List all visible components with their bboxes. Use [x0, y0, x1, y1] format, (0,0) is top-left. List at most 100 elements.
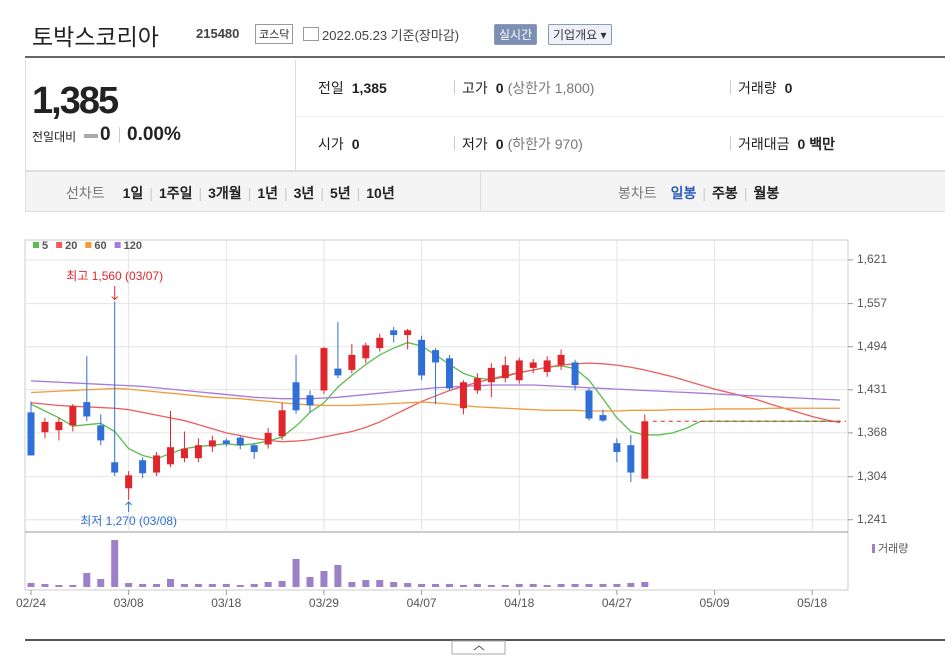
line-chart-tools: 선차트 1일 | 1주일 | 3개월 | 1년 | 3년 | 5년 | 10년 — [66, 183, 395, 203]
volume-bar — [627, 583, 635, 587]
period-button[interactable]: 1주일 — [158, 185, 193, 201]
candle-period-button[interactable]: 주봉 — [712, 185, 738, 201]
high-annotation: 최고 1,560 (03/07) — [66, 269, 163, 283]
change-divider — [119, 127, 120, 143]
legend-label: 20 — [65, 240, 77, 252]
volume-bar — [167, 579, 174, 587]
volume-bar — [362, 580, 370, 587]
quote-item: 저가 0 (하한가 970) — [462, 134, 583, 154]
legend-label: 60 — [94, 240, 106, 252]
legend-swatch — [56, 242, 63, 248]
candle-body — [167, 447, 174, 465]
candle-body — [446, 358, 453, 389]
collapse-button[interactable] — [451, 640, 506, 655]
period-button[interactable]: 3개월 — [208, 185, 242, 201]
volume-bar — [292, 559, 300, 587]
candle-body — [515, 360, 523, 381]
quote-item-divider — [730, 80, 731, 94]
candle-body — [529, 362, 537, 368]
quote-item: 시가 0 — [318, 134, 360, 154]
stock-name: 토박스코리아 — [32, 24, 159, 50]
candle-body — [487, 367, 495, 383]
separator: | — [356, 185, 361, 201]
candle-body — [418, 339, 426, 376]
candle-body — [125, 475, 133, 489]
volume-bar — [208, 584, 216, 587]
candle-body — [250, 445, 258, 453]
candle-body — [599, 415, 607, 421]
volume-bar — [306, 577, 314, 587]
candle-body — [222, 440, 230, 444]
candle-period-button[interactable]: 월봉 — [753, 185, 780, 201]
candle-body — [613, 443, 621, 453]
volume-bar — [459, 585, 467, 587]
volume-bar — [585, 584, 593, 587]
line-chart-label: 선차트 — [66, 185, 105, 201]
high-arrow — [111, 286, 119, 301]
candle-body — [501, 365, 509, 379]
volume-legend-swatch — [872, 544, 875, 553]
quote-note: (하한가 970) — [507, 136, 583, 152]
candle-body — [139, 460, 147, 474]
x-tick-label: 03/18 — [211, 596, 241, 610]
legend-label: 120 — [124, 240, 142, 252]
change: 0 — [100, 124, 111, 145]
volume-bar — [501, 585, 509, 587]
x-tick-label: 04/18 — [504, 596, 534, 610]
period-button[interactable]: 1일 — [122, 185, 144, 201]
x-tick-label: 04/07 — [407, 596, 437, 610]
quote-label: 시가 — [318, 136, 344, 152]
x-tick-label: 03/29 — [309, 596, 339, 610]
candle-body — [278, 410, 286, 437]
volume-bar — [571, 584, 579, 587]
legend-swatch — [33, 242, 39, 248]
candle-body — [153, 455, 161, 473]
volume-bar — [264, 582, 272, 587]
candle-body — [459, 382, 467, 409]
realtime-button[interactable]: 실시간 — [494, 24, 538, 45]
volume-bar — [55, 585, 63, 587]
volume-bar — [278, 581, 286, 587]
candle-body — [111, 462, 119, 473]
change-label: 전일대비 — [32, 130, 77, 144]
volume-bar — [153, 584, 161, 587]
quote-item: 거래량 0 — [738, 78, 792, 98]
y-tick-label: 1,494 — [857, 339, 887, 353]
candle-body — [83, 402, 91, 417]
candle-body — [362, 345, 370, 359]
quote-value: 0 — [351, 136, 360, 152]
company-info-button[interactable]: 기업개요 ▾ — [548, 24, 612, 45]
quote-value: 0 — [495, 80, 504, 96]
separator: | — [198, 185, 203, 201]
candle-body — [69, 406, 77, 426]
volume-bar — [515, 584, 523, 587]
stock-code: 215480 — [196, 26, 240, 41]
period-button[interactable]: 5년 — [329, 185, 351, 201]
separator: | — [247, 185, 252, 201]
volume-bar — [250, 584, 258, 587]
y-tick-label: 1,557 — [857, 296, 887, 310]
candle-chart-label: 봉차트 — [618, 185, 657, 201]
candle-body — [334, 368, 342, 376]
x-tick-label: 02/24 — [16, 596, 46, 610]
quote-item: 전일 1,385 — [318, 78, 387, 98]
period-button[interactable]: 1년 — [257, 185, 278, 201]
y-tick-label: 1,241 — [857, 512, 887, 526]
volume-bar — [41, 584, 49, 587]
candle-period-button[interactable]: 일봉 — [670, 185, 697, 201]
legend-label: 5 — [42, 240, 48, 252]
volume-bar — [390, 582, 398, 587]
quote-box — [25, 60, 945, 171]
separator: | — [320, 185, 324, 201]
period-button[interactable]: 3년 — [293, 185, 315, 201]
separator: | — [743, 185, 748, 201]
volume-bar — [641, 582, 649, 587]
change-rate: 0.00% — [127, 124, 181, 145]
y-tick-label: 1,621 — [857, 252, 887, 266]
volume-bar — [529, 584, 537, 587]
legend-swatch — [114, 242, 121, 248]
period-button[interactable]: 10년 — [366, 185, 395, 201]
volume-bar — [194, 584, 202, 587]
candle-body — [390, 330, 398, 336]
flat-icon — [84, 134, 98, 138]
